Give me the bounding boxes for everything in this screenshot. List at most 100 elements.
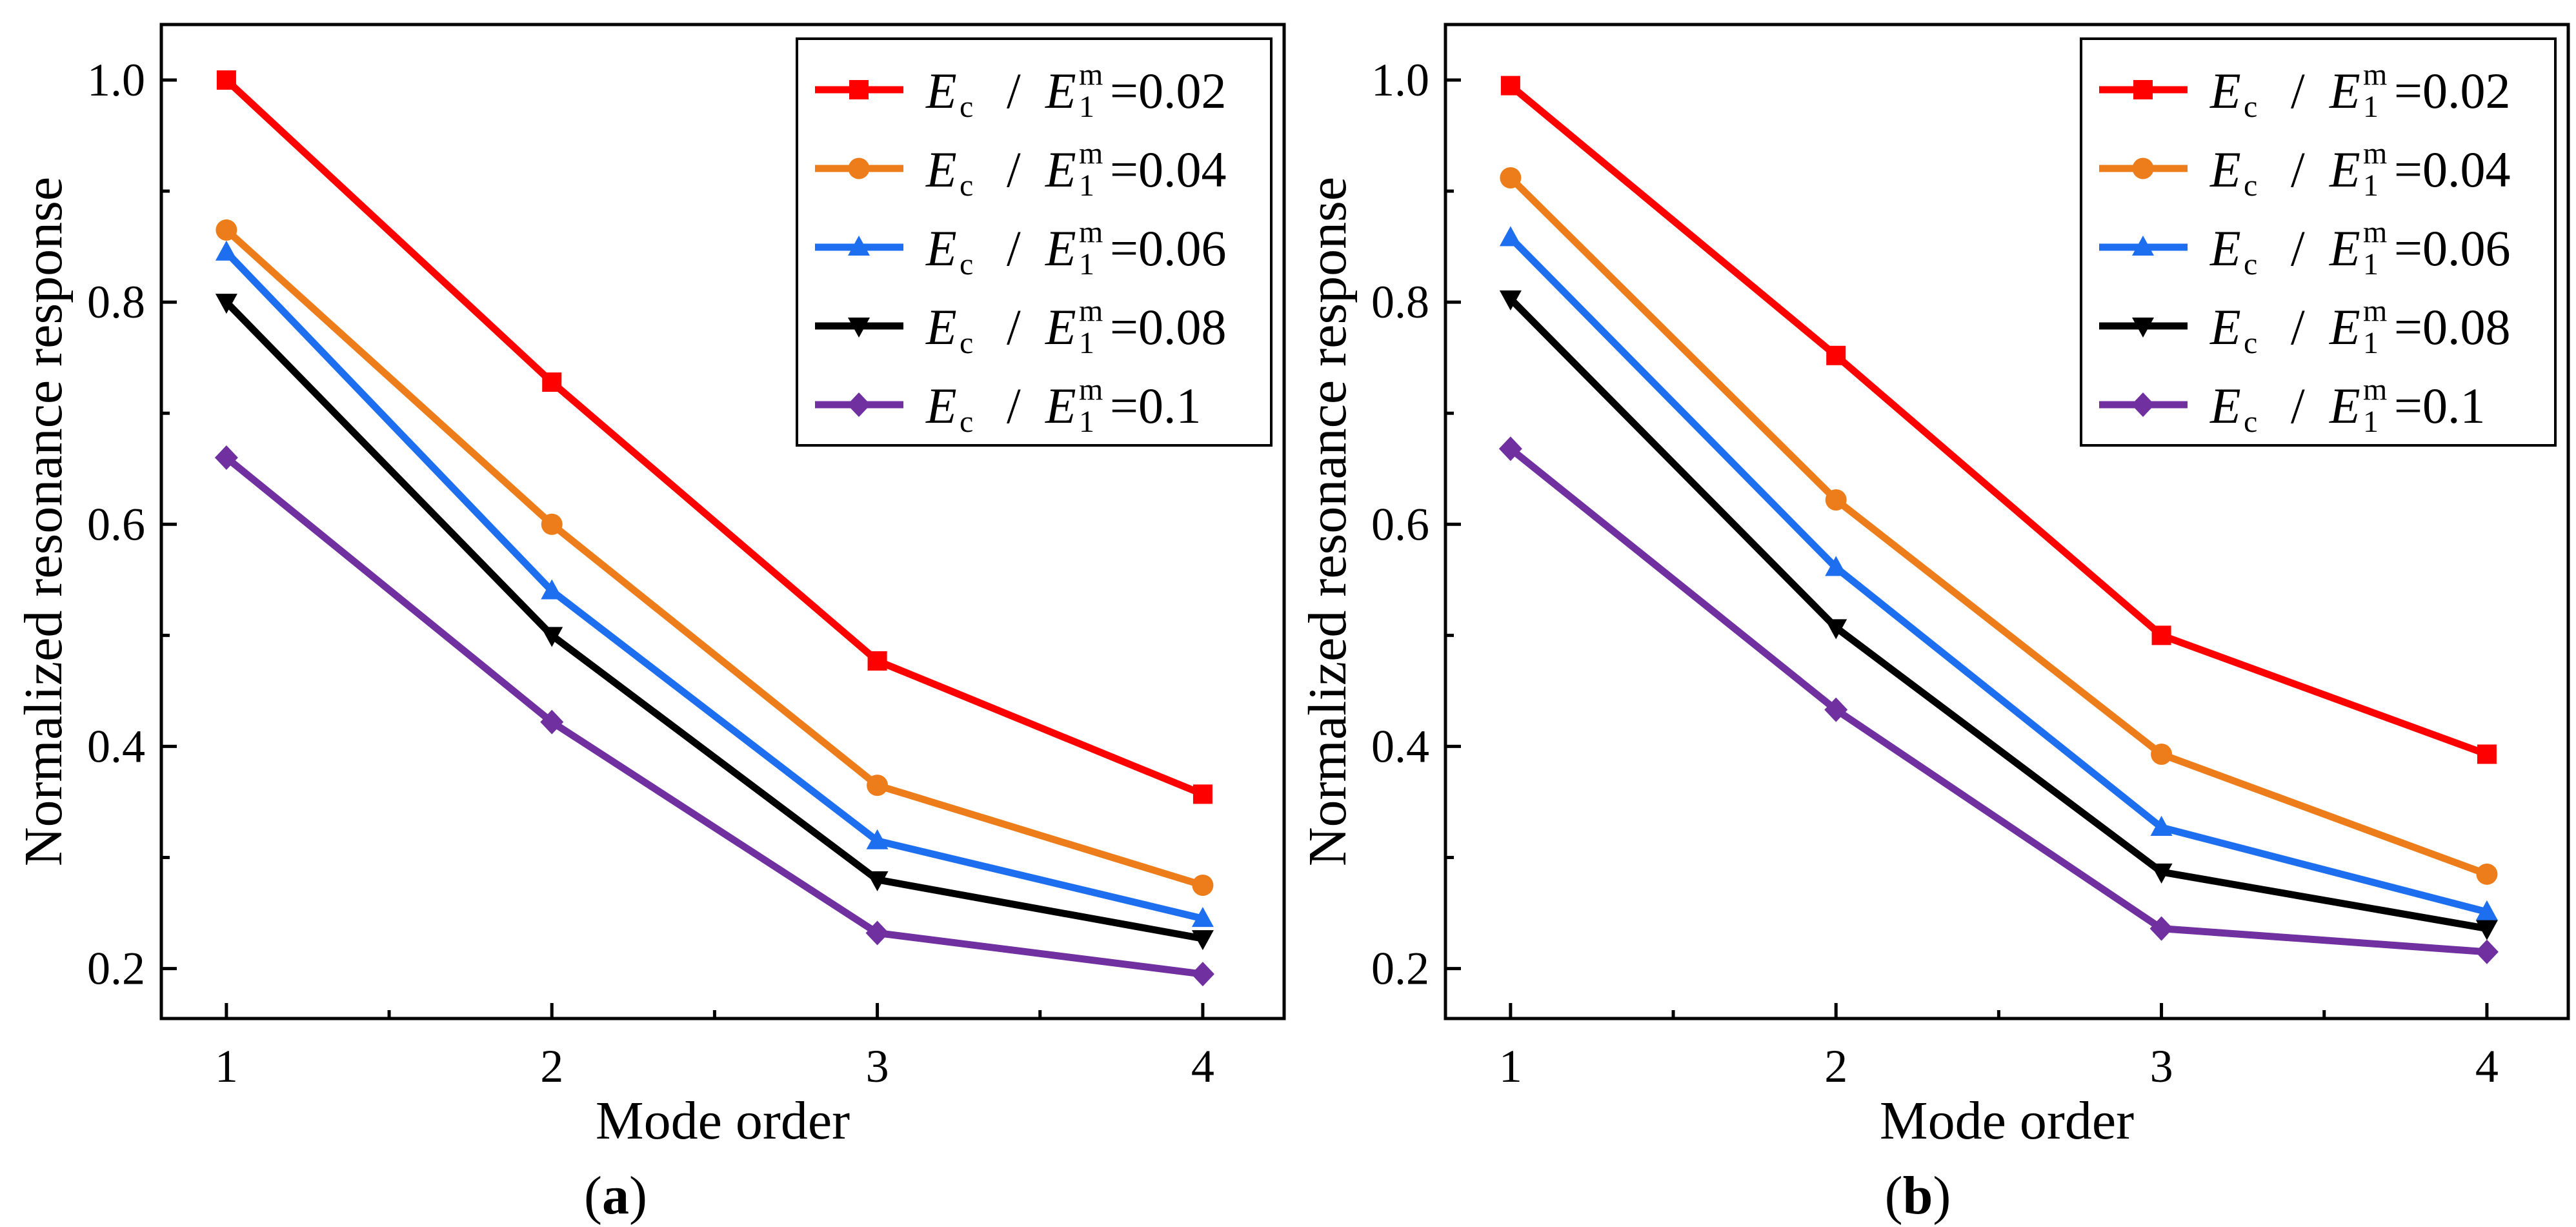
legend-marker bbox=[2133, 80, 2153, 99]
data-point bbox=[1825, 619, 1847, 640]
plot-frame bbox=[159, 23, 1286, 1020]
data-point bbox=[1191, 907, 1214, 928]
legend-symbol-sup: m bbox=[1079, 215, 1103, 249]
data-point bbox=[540, 709, 564, 735]
legend-divider: / bbox=[2291, 63, 2305, 119]
legend-marker bbox=[847, 392, 870, 417]
data-point bbox=[215, 294, 237, 314]
x-tick-label: 3 bbox=[2150, 1040, 2173, 1092]
legend-label: =0.06 bbox=[2394, 220, 2511, 276]
legend-label: =0.1 bbox=[2394, 378, 2486, 434]
legend-symbol-e: E bbox=[925, 220, 957, 276]
legend-symbol-sub: 1 bbox=[1079, 90, 1094, 124]
legend-divider: / bbox=[2291, 220, 2305, 276]
legend-symbol-sub: c bbox=[960, 168, 973, 203]
legend-divider: / bbox=[2291, 378, 2305, 434]
legend-box bbox=[796, 37, 1273, 447]
legend-label: =0.02 bbox=[1110, 63, 1227, 119]
chart-panel-a: 0.2 0.4 0.6 0.8 1.0 1 2 3 4 Mode order Normalized … bbox=[14, 23, 1286, 1226]
legend-symbol-e: E bbox=[2329, 141, 2360, 198]
legend-symbol-sub: c bbox=[960, 247, 973, 281]
data-point bbox=[1498, 436, 1522, 461]
y-tick-label: 0.4 bbox=[1371, 720, 1429, 772]
legend-symbol-e: E bbox=[2209, 63, 2241, 119]
series-line-2 bbox=[223, 226, 1207, 889]
x-tick-label: 2 bbox=[1824, 1040, 1847, 1092]
chart-panel-b: 0.2 0.4 0.6 0.8 1.0 1 2 3 4 Mode order Normalized … bbox=[1298, 23, 2570, 1226]
legend-symbol-sub: 1 bbox=[2363, 247, 2379, 281]
legend-symbol-sup: m bbox=[1079, 372, 1103, 407]
data-point bbox=[2475, 920, 2498, 940]
legend-divider: / bbox=[1007, 378, 1021, 434]
data-point bbox=[1824, 697, 1848, 722]
legend-symbol-e: E bbox=[1045, 220, 1076, 276]
legend-box bbox=[2080, 37, 2557, 447]
legend-symbol-sup: m bbox=[2363, 136, 2387, 170]
data-point bbox=[865, 920, 889, 946]
legend-symbol-e: E bbox=[2329, 378, 2360, 434]
legend-label: =0.02 bbox=[2394, 63, 2511, 119]
legend-label: =0.04 bbox=[1110, 141, 1227, 198]
legend-marker bbox=[2132, 236, 2154, 256]
legend-label: =0.08 bbox=[2394, 299, 2511, 355]
y-tick-label: 1.0 bbox=[1371, 54, 1429, 106]
legend-divider: / bbox=[1007, 63, 1021, 119]
legend-label: =0.06 bbox=[1110, 220, 1227, 276]
data-point bbox=[1499, 290, 1522, 311]
legend-symbol-sub: 1 bbox=[1079, 168, 1094, 203]
legend-marker bbox=[848, 157, 870, 179]
data-point bbox=[2475, 939, 2499, 964]
legend-symbol-sub: c bbox=[2244, 247, 2257, 281]
data-point bbox=[1825, 489, 1847, 511]
x-tick-label: 2 bbox=[540, 1040, 563, 1092]
legend-symbol-e: E bbox=[2329, 63, 2360, 119]
x-axis-title: Mode order bbox=[1880, 1091, 2134, 1151]
legend-symbol-sub: 1 bbox=[1079, 326, 1094, 360]
series-line-4 bbox=[223, 298, 1207, 942]
data-point bbox=[2149, 916, 2173, 941]
legend-symbol-sup: m bbox=[1079, 136, 1103, 170]
y-tick-label: 0.6 bbox=[1371, 498, 1429, 550]
data-point bbox=[1825, 556, 1847, 576]
data-point bbox=[866, 829, 889, 849]
y-tick-label: 0.2 bbox=[87, 943, 145, 995]
y-axis-title: Normalized resonance response bbox=[14, 177, 74, 866]
data-point bbox=[1192, 784, 1213, 804]
data-point bbox=[1500, 167, 1522, 188]
data-point bbox=[2151, 743, 2173, 765]
legend-marker bbox=[2131, 392, 2155, 417]
data-point bbox=[1826, 345, 1846, 365]
legend-symbol-sup: m bbox=[2363, 294, 2387, 328]
legend-symbol-e: E bbox=[925, 378, 957, 434]
data-point bbox=[1191, 930, 1214, 951]
legend-symbol-e: E bbox=[925, 63, 957, 119]
x-tick-label: 4 bbox=[2475, 1040, 2499, 1092]
plot-frame bbox=[1444, 23, 2570, 1020]
legend-symbol-sub: c bbox=[960, 90, 973, 124]
panel-caption-letter: b bbox=[1903, 1166, 1933, 1226]
legend-symbol-e: E bbox=[1045, 63, 1076, 119]
data-point bbox=[1192, 875, 1214, 897]
legend-symbol-sub: c bbox=[2244, 405, 2257, 439]
legend-symbol-sub: 1 bbox=[2363, 90, 2379, 124]
legend-divider: / bbox=[1007, 220, 1021, 276]
x-tick-label: 1 bbox=[1499, 1040, 1522, 1092]
series-line-5 bbox=[223, 454, 1207, 978]
legend-marker bbox=[848, 236, 870, 256]
y-tick-label: 0.8 bbox=[87, 276, 145, 328]
series-line-1 bbox=[1507, 82, 2491, 758]
legend-symbol-e: E bbox=[1045, 141, 1076, 198]
legend-marker bbox=[2132, 157, 2154, 179]
legend-label: =0.08 bbox=[1110, 299, 1227, 355]
legend-marker bbox=[848, 318, 870, 338]
y-tick-label: 0.2 bbox=[1371, 943, 1429, 995]
data-point bbox=[2476, 863, 2498, 885]
data-point bbox=[214, 445, 238, 471]
legend-symbol-e: E bbox=[2209, 378, 2241, 434]
legend-symbol-sup: m bbox=[1079, 294, 1103, 328]
legend-symbol-e: E bbox=[2209, 220, 2241, 276]
data-point bbox=[541, 579, 563, 600]
